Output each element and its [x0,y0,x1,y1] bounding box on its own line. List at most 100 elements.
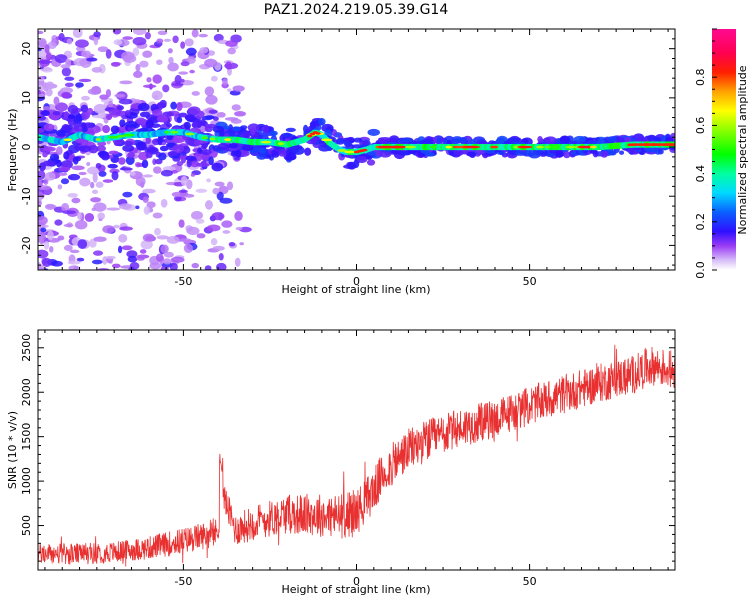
heatmap-blob [56,146,63,155]
heatmap-blob [145,152,153,159]
heatmap-blob [198,33,208,38]
heatmap-blob [176,161,184,167]
heatmap-blob [132,47,140,56]
heatmap-blob [212,245,225,251]
heatmap-ridge-peak [565,145,576,149]
heatmap-blob [98,170,107,177]
heatmap-blob [112,29,122,35]
heatmap-blob [174,74,182,85]
heatmap-ridge-peak [320,138,333,142]
heatmap-blob [318,118,326,126]
heatmap-blob [176,116,183,124]
colorbar-ticks: 0.0 0.2 0.4 0.6 0.8 [694,28,717,279]
heatmap-blob [222,230,231,234]
heatmap-blob [154,158,163,165]
heatmap-blob [343,140,352,147]
y-tick-label: 0 [20,144,33,151]
heatmap-blob [156,235,170,240]
heatmap-blob [56,159,62,168]
spectrogram-x-ticks: -50 0 50 [44,29,669,288]
heatmap-ridge-max [307,134,313,138]
heatmap-blob [186,159,192,168]
heatmap-blob [86,107,94,115]
heatmap-ridge-peak [462,145,481,149]
heatmap-blob [225,61,232,70]
heatmap-blob [295,145,303,150]
heatmap-blob [190,210,204,220]
heatmap-blob [71,197,81,204]
heatmap-blob [118,98,133,105]
heatmap-blob [119,226,133,231]
heatmap-blob [95,162,102,169]
heatmap-blob [258,134,269,141]
heatmap-blob [78,171,87,176]
heatmap-blob [309,120,317,129]
heatmap-blob [122,54,137,63]
heatmap-blob [507,137,521,143]
heatmap-blob [196,162,210,167]
heatmap-blob [127,151,135,159]
heatmap-blob [219,197,233,204]
heatmap-blob [116,105,124,111]
y-tick-label: 1500 [20,423,33,451]
heatmap-blob [142,196,149,203]
heatmap-blob [145,137,151,144]
heatmap-blob [178,219,185,228]
heatmap-blob [199,149,212,155]
heatmap-blob [208,156,214,166]
heatmap-blob [498,150,505,156]
heatmap-blob [97,212,105,220]
heatmap-blob [158,152,167,161]
heatmap-blob [86,161,91,167]
x-tick-label: 0 [353,575,360,588]
colorbar-label: Normalized spectral amplitude [736,65,749,234]
heatmap-blob [67,104,79,114]
heatmap-blob [589,149,598,154]
heatmap-blob [90,181,95,189]
heatmap-blob [191,262,200,269]
heatmap-blob [92,250,104,256]
heatmap-blob [67,260,81,265]
heatmap-blob [135,176,146,187]
heatmap-blob [44,171,56,181]
heatmap-blob [93,236,107,242]
x-tick-label: 50 [523,575,537,588]
heatmap-blob [228,143,239,149]
heatmap-blob [54,219,63,226]
heatmap-ridge-peak [535,145,545,149]
heatmap-blob [62,210,77,215]
heatmap-blob [303,124,309,134]
heatmap-blob [195,218,205,224]
heatmap-blob [145,120,154,129]
heatmap-blob [573,135,587,143]
heatmap-blob [117,245,123,254]
heatmap-blob [38,249,49,259]
colorbar: 0.0 0.2 0.4 0.6 0.8 Normalized spectral ampl… [694,28,749,279]
heatmap-blob [43,106,51,111]
heatmap-blob [227,47,236,55]
y-tick-label: 2000 [20,378,33,406]
heatmap-blob [75,82,84,88]
heatmap-blob [219,129,225,137]
heatmap-blob [38,215,48,226]
heatmap-blob [152,109,163,117]
heatmap-blob [87,88,102,95]
heatmap-blob [285,152,297,161]
heatmap-blob [63,223,74,228]
heatmap-blob [107,163,118,169]
heatmap-blob [43,146,56,152]
heatmap-blob [366,159,376,166]
heatmap-blob [153,166,162,174]
heatmap-blob [38,30,44,35]
heatmap-blob [210,75,218,82]
heatmap-blob [178,189,188,193]
heatmap-blob [136,256,145,261]
heatmap-blob [285,127,296,133]
heatmap-ridge-peak [63,138,73,142]
heatmap-blob [141,159,149,169]
heatmap-blob [122,36,134,40]
heatmap-blob [155,253,164,262]
heatmap-blob [225,40,238,47]
heatmap-blob [81,50,92,58]
